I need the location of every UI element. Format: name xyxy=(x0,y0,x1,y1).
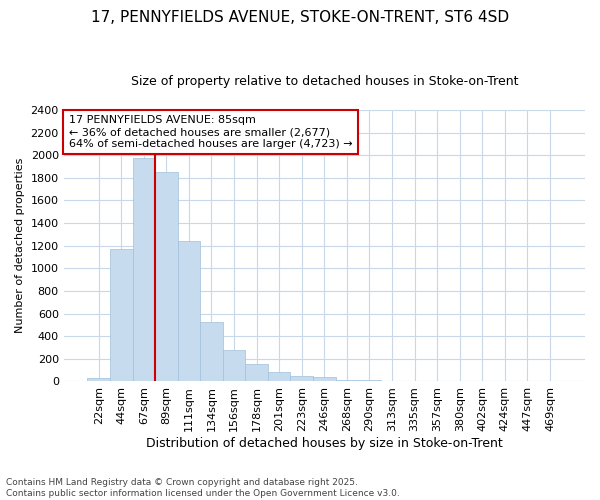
Y-axis label: Number of detached properties: Number of detached properties xyxy=(15,158,25,334)
Text: Contains HM Land Registry data © Crown copyright and database right 2025.
Contai: Contains HM Land Registry data © Crown c… xyxy=(6,478,400,498)
Text: 17, PENNYFIELDS AVENUE, STOKE-ON-TRENT, ST6 4SD: 17, PENNYFIELDS AVENUE, STOKE-ON-TRENT, … xyxy=(91,10,509,25)
Bar xyxy=(88,378,110,382)
Bar xyxy=(268,372,290,382)
Bar xyxy=(245,364,268,382)
X-axis label: Distribution of detached houses by size in Stoke-on-Trent: Distribution of detached houses by size … xyxy=(146,437,503,450)
Bar xyxy=(178,240,200,382)
Title: Size of property relative to detached houses in Stoke-on-Trent: Size of property relative to detached ho… xyxy=(131,75,518,88)
Bar xyxy=(200,322,223,382)
Text: 17 PENNYFIELDS AVENUE: 85sqm
← 36% of detached houses are smaller (2,677)
64% of: 17 PENNYFIELDS AVENUE: 85sqm ← 36% of de… xyxy=(69,116,353,148)
Bar xyxy=(155,172,178,382)
Bar xyxy=(133,158,155,382)
Bar xyxy=(290,376,313,382)
Bar xyxy=(381,381,403,382)
Bar xyxy=(358,380,381,382)
Bar xyxy=(313,376,335,382)
Bar xyxy=(335,380,358,382)
Bar xyxy=(223,350,245,382)
Bar xyxy=(110,249,133,382)
